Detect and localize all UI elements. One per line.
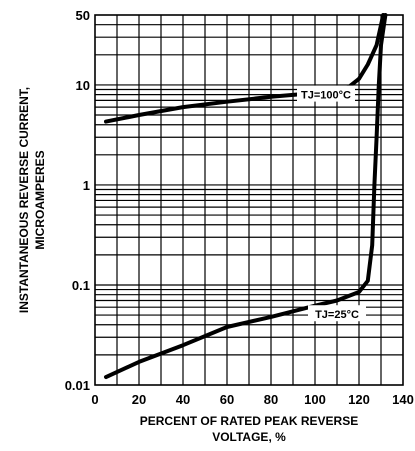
x-axis-title-line-2: VOLTAGE, % <box>212 430 286 444</box>
series-label-background <box>297 85 355 102</box>
y-tick-label: 10 <box>76 78 90 93</box>
y-axis-title-line-2: MICROAMPERES <box>33 150 47 249</box>
y-axis-title-line-1: INSTANTANEOUS REVERSE CURRENT, <box>17 87 31 313</box>
x-tick-label: 0 <box>91 392 98 407</box>
x-tick-label: 20 <box>132 392 146 407</box>
x-tick-label: 60 <box>220 392 234 407</box>
x-tick-label: 120 <box>348 392 370 407</box>
x-tick-label: 80 <box>264 392 278 407</box>
plot-frame <box>94 14 404 386</box>
y-tick-label: 0.1 <box>72 278 90 293</box>
series-label: TJ=25°C <box>315 309 359 321</box>
y-tick-label: 0.01 <box>65 378 90 393</box>
x-tick-label: 100 <box>304 392 326 407</box>
y-tick-labels: 0.01 0.1 1 10 50 <box>65 8 90 393</box>
x-tick-label: 40 <box>176 392 190 407</box>
series-line-1 <box>104 13 386 124</box>
y-tick-label: 50 <box>76 8 90 23</box>
grid <box>95 15 403 385</box>
series-label-background <box>308 305 366 322</box>
series-lines <box>104 13 388 380</box>
y-tick-label: 1 <box>83 178 90 193</box>
x-tick-labels: 0 20 40 60 80 100 120 140 <box>91 392 413 407</box>
x-axis-title-line-1: PERCENT OF RATED PEAK REVERSE <box>140 414 358 428</box>
series-line-2 <box>104 13 388 380</box>
x-tick-label: 140 <box>392 392 414 407</box>
series-label: TJ=100°C <box>301 90 351 102</box>
series-labels: TJ=100°C TJ=25°C <box>297 85 366 322</box>
